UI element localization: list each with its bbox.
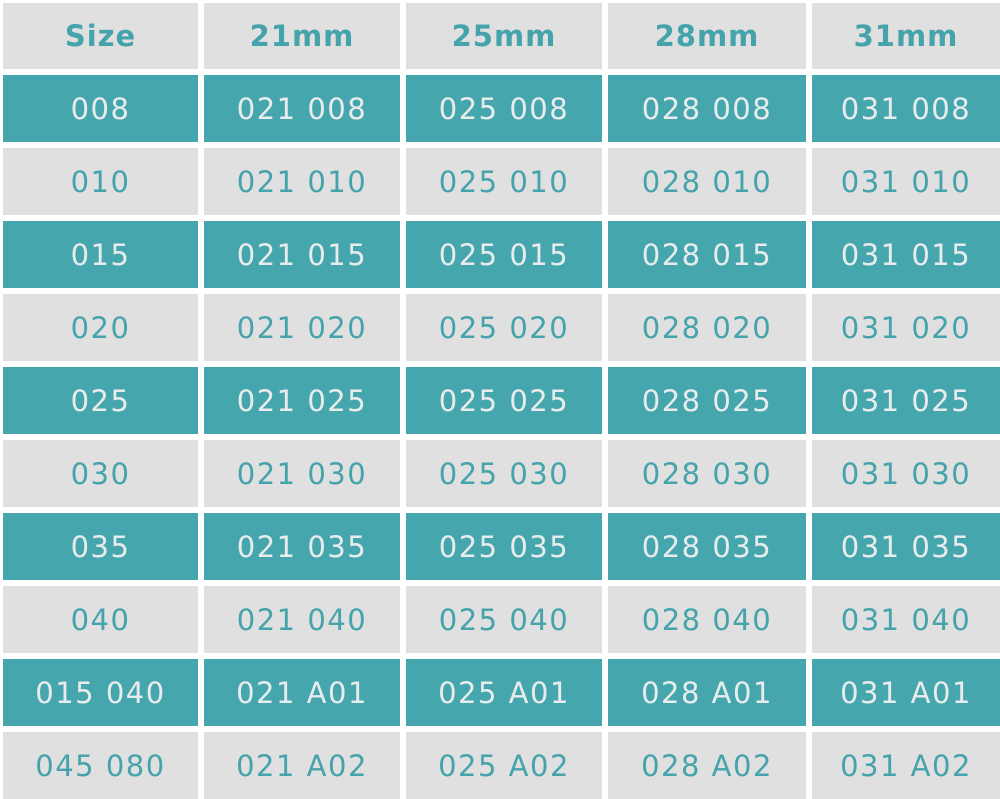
- table-cell: 021 A02: [204, 732, 400, 799]
- table-cell: 031 A02: [812, 732, 1000, 799]
- table-cell: 025 010: [406, 148, 602, 215]
- table-cell: 015 040: [3, 659, 198, 726]
- table-cell: 021 030: [204, 440, 400, 507]
- table-cell: 025 015: [406, 221, 602, 288]
- table-cell: 025 025: [406, 367, 602, 434]
- table-cell: 021 A01: [204, 659, 400, 726]
- column-header: Size: [3, 3, 198, 69]
- column-header: 31mm: [812, 3, 1000, 69]
- table-cell: 028 A01: [608, 659, 806, 726]
- table-cell: 025: [3, 367, 198, 434]
- table-cell: 025 A01: [406, 659, 602, 726]
- table-cell: 028 020: [608, 294, 806, 361]
- table-cell: 031 040: [812, 586, 1000, 653]
- table-cell: 031 025: [812, 367, 1000, 434]
- table-cell: 025 035: [406, 513, 602, 580]
- table-cell: 015: [3, 221, 198, 288]
- table-cell: 031 020: [812, 294, 1000, 361]
- table-cell: 021 015: [204, 221, 400, 288]
- table-cell: 030: [3, 440, 198, 507]
- table-cell: 028 015: [608, 221, 806, 288]
- table-cell: 031 008: [812, 75, 1000, 142]
- table-cell: 021 040: [204, 586, 400, 653]
- table-cell: 021 020: [204, 294, 400, 361]
- table-cell: 031 015: [812, 221, 1000, 288]
- table-cell: 028 025: [608, 367, 806, 434]
- table-cell: 025 A02: [406, 732, 602, 799]
- table-cell: 028 008: [608, 75, 806, 142]
- table-cell: 021 035: [204, 513, 400, 580]
- table-cell: 021 025: [204, 367, 400, 434]
- table-cell: 028 030: [608, 440, 806, 507]
- table-cell: 040: [3, 586, 198, 653]
- table-cell: 031 010: [812, 148, 1000, 215]
- table-cell: 028 040: [608, 586, 806, 653]
- table-cell: 045 080: [3, 732, 198, 799]
- table-cell: 020: [3, 294, 198, 361]
- table-cell: 035: [3, 513, 198, 580]
- table-cell: 025 040: [406, 586, 602, 653]
- table-cell: 010: [3, 148, 198, 215]
- table-cell: 031 035: [812, 513, 1000, 580]
- table-cell: 028 010: [608, 148, 806, 215]
- table-cell: 025 020: [406, 294, 602, 361]
- column-header: 21mm: [204, 3, 400, 69]
- table-cell: 021 010: [204, 148, 400, 215]
- table-cell: 021 008: [204, 75, 400, 142]
- table-cell: 025 030: [406, 440, 602, 507]
- table-cell: 028 035: [608, 513, 806, 580]
- table-cell: 028 A02: [608, 732, 806, 799]
- column-header: 25mm: [406, 3, 602, 69]
- table-cell: 031 030: [812, 440, 1000, 507]
- table-cell: 031 A01: [812, 659, 1000, 726]
- table-cell: 025 008: [406, 75, 602, 142]
- column-header: 28mm: [608, 3, 806, 69]
- size-table: Size 21mm 25mm 28mm 31mm 008 021 008 025 008 028…: [3, 3, 1000, 799]
- table-cell: 008: [3, 75, 198, 142]
